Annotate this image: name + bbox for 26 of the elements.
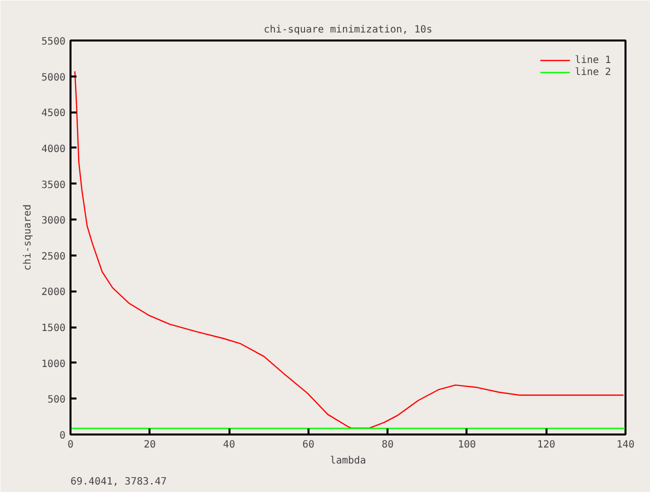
x-tick-label: 120: [537, 440, 556, 450]
x-tick-label: 20: [144, 440, 156, 450]
x-tick-label: 40: [223, 440, 236, 450]
y-tick-label: 0: [59, 430, 66, 442]
y-tick-label: 2500: [41, 251, 66, 262]
y-tick-label: 500: [47, 394, 66, 406]
chart-title: chi-square minimization, 10s: [264, 24, 432, 36]
legend-label: line 2: [574, 66, 611, 78]
y-tick-label: 1500: [41, 323, 66, 334]
x-axis-title: lambda: [330, 456, 366, 466]
x-tick-label: 60: [302, 440, 314, 450]
text: 69.4041, 3783.47: [70, 476, 167, 488]
y-tick-label: 4000: [41, 144, 66, 155]
y-tick-label: 3000: [41, 216, 66, 227]
y-tick-label: 5000: [41, 72, 66, 84]
y-tick-label: 1000: [41, 358, 66, 370]
y-tick-label: 4500: [41, 108, 66, 120]
y-tick-label: 2000: [41, 287, 66, 298]
x-tick-label: 100: [458, 440, 476, 450]
x-tick-label: 80: [382, 440, 394, 450]
y-tick-label: 5500: [41, 36, 66, 48]
legend-label: line 1: [574, 54, 611, 66]
x-tick-label: 140: [616, 440, 635, 450]
y-tick-label: 3500: [41, 180, 66, 191]
x-tick-label: 0: [67, 440, 74, 450]
y-axis-title: chi-squared: [22, 204, 34, 271]
